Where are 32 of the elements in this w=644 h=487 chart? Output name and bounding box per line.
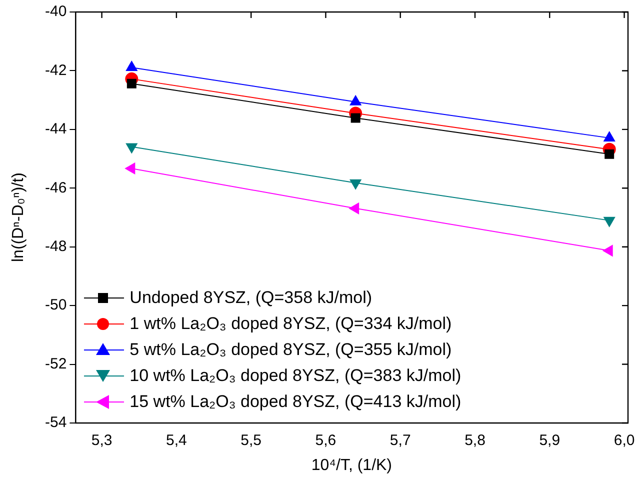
point [604,149,614,159]
point [350,95,362,106]
y-tick-label: -50 [44,296,67,314]
y-tick-label: -44 [44,120,67,138]
point [126,78,136,88]
legend-label: Undoped 8YSZ, (Q=358 kJ/mol) [130,287,372,309]
x-tick-label: 5,3 [91,432,112,450]
y-tick-label: -48 [44,238,67,255]
x-tick-label: 5,7 [390,432,411,450]
x-axis-title: 10⁴/T, (1/K) [311,457,392,475]
x-tick-label: 6,0 [614,432,635,450]
x-tick-label: 5,9 [539,432,560,450]
point [349,202,360,214]
x-tick-label: 5,5 [240,432,262,450]
point [604,216,616,227]
y-tick-label: -52 [44,355,67,372]
x-tick-label: 5,4 [166,432,187,450]
legend-label: 10 wt% La₂O₃ doped 8YSZ, (Q=383 kJ/mol) [130,365,462,387]
legend-label: 5 wt% La₂O₃ doped 8YSZ, (Q=355 kJ/mol) [130,339,452,361]
x-tick-label: 5,8 [464,432,486,450]
y-tick-label: -40 [44,3,67,20]
y-tick-label: -42 [44,62,67,79]
y-tick-label: -46 [44,179,67,196]
point [350,113,360,123]
point [350,179,362,190]
point [125,162,136,174]
y-axis-title: ln((Dⁿ-D₀ⁿ)/t) [10,172,28,262]
y-tick-label: -54 [44,414,67,432]
point [126,60,138,71]
legend-label: 1 wt% La₂O₃ doped 8YSZ, (Q=334 kJ/mol) [130,313,452,335]
legend-label: 15 wt% La₂O₃ doped 8YSZ, (Q=413 kJ/mol) [130,391,462,413]
x-tick-label: 5,6 [315,432,336,450]
